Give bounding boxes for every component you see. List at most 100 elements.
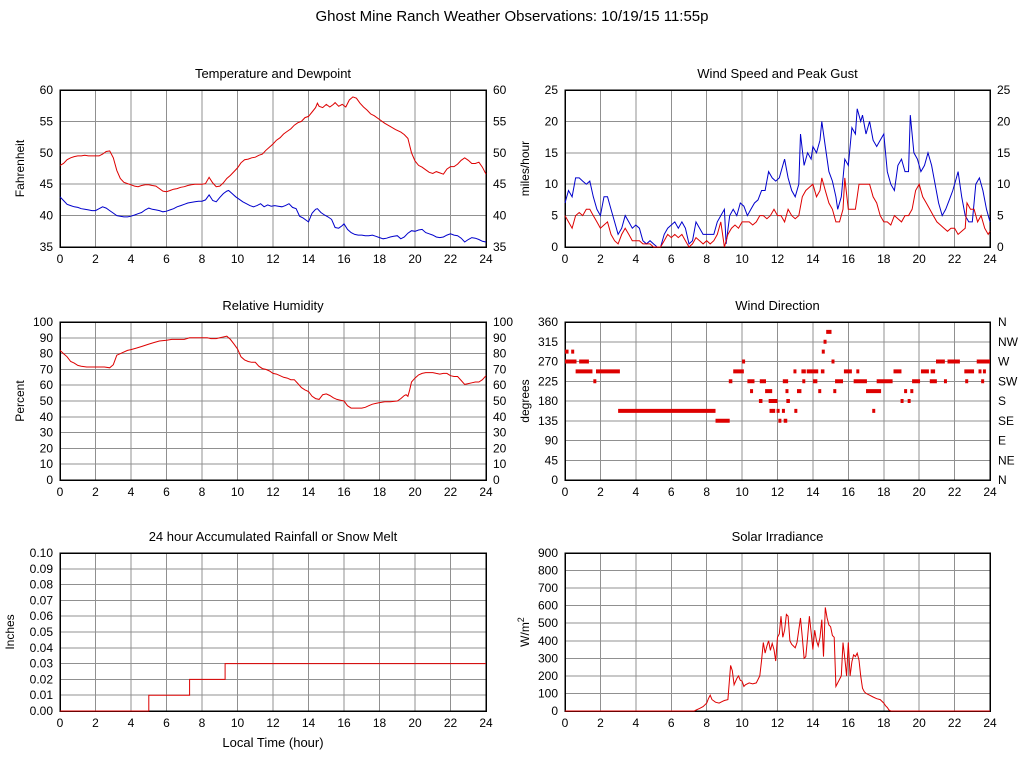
temperature-dewpoint-xtick: 0: [57, 252, 64, 266]
temperature-dewpoint-series-dewpoint: [59, 189, 487, 243]
relative-humidity-ytick-left: 90: [40, 331, 54, 345]
relative-humidity-ytick-right: 20: [493, 441, 507, 455]
relative-humidity-ytick-right: 30: [493, 426, 507, 440]
relative-humidity-xtick: 0: [57, 485, 64, 499]
wind-direction-ytick-left: 0: [551, 473, 558, 487]
wind-speed-gust-xtick: 8: [703, 252, 710, 266]
wind-direction-compass-label: N: [998, 473, 1007, 487]
wind-speed-gust-ytick-left: 20: [545, 114, 559, 128]
wind-speed-gust-ytick-left: 5: [551, 209, 558, 223]
relative-humidity-grid: [60, 322, 486, 480]
rainfall-grid: [60, 553, 486, 711]
relative-humidity-ytick-right: 90: [493, 331, 507, 345]
rainfall-xtick: 6: [163, 716, 170, 730]
solar-irradiance-xtick: 2: [597, 716, 604, 730]
temperature-dewpoint-grid: [60, 90, 486, 247]
wind-direction-ytick-left: 270: [538, 355, 558, 369]
wind-direction-ytick-left: 315: [538, 335, 558, 349]
relative-humidity-xtick: 24: [479, 485, 493, 499]
temperature-dewpoint-plot-border: [59, 89, 487, 248]
wind-direction-compass-label: SE: [998, 414, 1014, 428]
rainfall-xtick: 2: [92, 716, 99, 730]
rainfall-xtick: 8: [199, 716, 206, 730]
solar-irradiance-plot-border: [564, 552, 991, 712]
wind-direction-compass-label: NW: [998, 335, 1019, 349]
solar-irradiance-ytick-left: 800: [538, 564, 558, 578]
wind-direction-xtick: 16: [842, 485, 856, 499]
relative-humidity-xtick: 8: [199, 485, 206, 499]
temperature-dewpoint-ytick-left: 55: [40, 114, 54, 128]
solar-irradiance-ytick-left: 400: [538, 634, 558, 648]
temperature-dewpoint-xtick: 2: [92, 252, 99, 266]
solar-irradiance-ytick-left: 500: [538, 616, 558, 630]
solar-irradiance-xtick: 24: [983, 716, 997, 730]
solar-irradiance-ylabel: W/m2: [516, 617, 532, 647]
solar-irradiance-ytick-left: 600: [538, 599, 558, 613]
rainfall-title: 24 hour Accumulated Rainfall or Snow Mel…: [149, 529, 398, 544]
rainfall-xtick: 22: [444, 716, 458, 730]
wind-speed-gust-xtick: 14: [806, 252, 820, 266]
wind-speed-gust-xtick: 4: [632, 252, 639, 266]
relative-humidity-ytick-left: 0: [46, 473, 53, 487]
wind-direction-ytick-left: 360: [538, 315, 558, 329]
temperature-dewpoint-xtick: 24: [479, 252, 493, 266]
relative-humidity-xtick: 16: [337, 485, 351, 499]
relative-humidity-ytick-right: 10: [493, 457, 507, 471]
wind-speed-gust-series-peak-gust: [564, 108, 991, 248]
relative-humidity-plot-border: [59, 321, 487, 481]
solar-irradiance-xtick: 8: [703, 716, 710, 730]
rainfall-xtick: 20: [408, 716, 422, 730]
rainfall-ytick-left: 0.10: [30, 546, 54, 560]
solar-irradiance-xtick: 18: [877, 716, 891, 730]
temperature-dewpoint-ytick-right: 45: [493, 177, 507, 191]
wind-direction-compass-label: SW: [998, 374, 1018, 388]
relative-humidity-xtick: 4: [128, 485, 135, 499]
rainfall-ytick-left: 0.01: [30, 688, 54, 702]
temperature-dewpoint-ytick-left: 60: [40, 83, 54, 97]
wind-direction-ytick-left: 90: [545, 434, 559, 448]
wind-speed-gust-ytick-left: 15: [545, 146, 559, 160]
relative-humidity-ytick-left: 40: [40, 410, 54, 424]
wind-speed-gust-xtick: 20: [912, 252, 926, 266]
relative-humidity-xtick: 14: [302, 485, 316, 499]
rainfall-xtick: 24: [479, 716, 493, 730]
solar-irradiance-xtick: 20: [912, 716, 926, 730]
wind-direction-xtick: 22: [948, 485, 962, 499]
rainfall-ytick-left: 0.03: [30, 657, 54, 671]
solar-irradiance-ytick-left: 0: [551, 704, 558, 718]
wind-speed-gust-ytick-right: 25: [997, 83, 1011, 97]
wind-speed-gust-ylabel: miles/hour: [518, 141, 532, 196]
wind-direction-grid: [565, 322, 990, 480]
wind-speed-gust-ytick-right: 15: [997, 146, 1011, 160]
wind-speed-gust-ytick-right: 10: [997, 177, 1011, 191]
temperature-dewpoint-series-temperature: [59, 96, 487, 193]
relative-humidity-ytick-right: 40: [493, 410, 507, 424]
wind-speed-gust-ytick-left: 10: [545, 177, 559, 191]
wind-speed-gust-ytick-right: 20: [997, 114, 1011, 128]
wind-speed-gust-ytick-left: 25: [545, 83, 559, 97]
solar-irradiance-xtick: 14: [806, 716, 820, 730]
wind-direction-xtick: 4: [632, 485, 639, 499]
relative-humidity-xtick: 6: [163, 485, 170, 499]
wind-speed-gust-xtick: 18: [877, 252, 891, 266]
solar-irradiance-title: Solar Irradiance: [732, 529, 824, 544]
relative-humidity-ytick-left: 70: [40, 362, 54, 376]
relative-humidity-ytick-left: 80: [40, 347, 54, 361]
rainfall-xtick: 18: [373, 716, 387, 730]
rainfall-xtick: 14: [302, 716, 316, 730]
temperature-dewpoint-xtick: 10: [231, 252, 245, 266]
solar-irradiance-xtick: 12: [771, 716, 785, 730]
solar-irradiance-grid: [565, 553, 990, 711]
wind-direction-xtick: 12: [771, 485, 785, 499]
relative-humidity-ytick-right: 70: [493, 362, 507, 376]
rainfall-series-accumulated-rainfall: [60, 663, 486, 712]
temperature-dewpoint-title: Temperature and Dewpoint: [195, 66, 351, 81]
temperature-dewpoint-xtick: 12: [266, 252, 280, 266]
relative-humidity-xtick: 18: [373, 485, 387, 499]
solar-irradiance-xtick: 4: [632, 716, 639, 730]
temperature-dewpoint-xtick: 6: [163, 252, 170, 266]
